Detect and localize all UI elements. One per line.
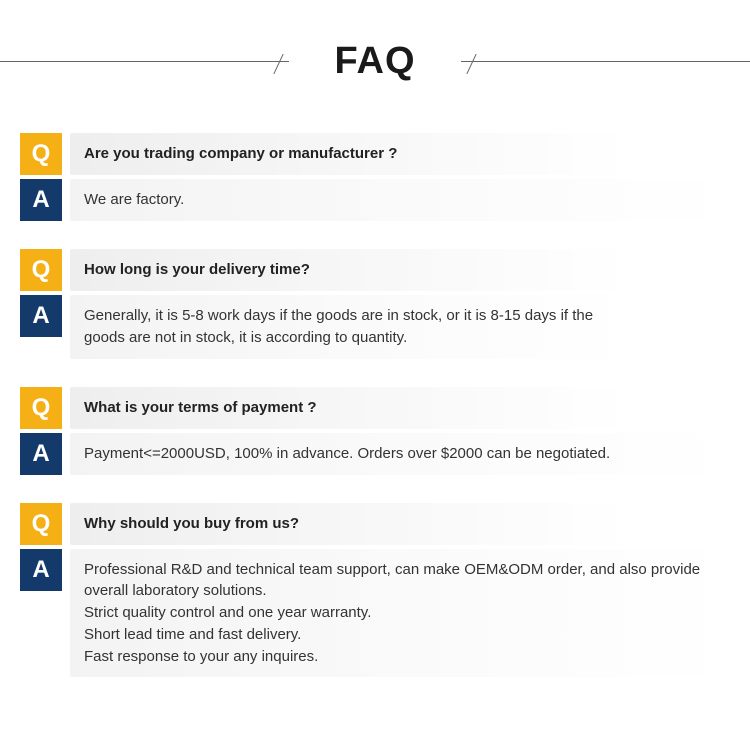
- question-row: Q How long is your delivery time?: [20, 249, 730, 291]
- answer-text: Payment<=2000USD, 100% in advance. Order…: [70, 433, 730, 475]
- a-badge: A: [20, 549, 62, 591]
- q-badge: Q: [20, 503, 62, 545]
- faq-item: Q What is your terms of payment ? A Paym…: [20, 387, 730, 475]
- answer-row: A Professional R&D and technical team su…: [20, 549, 730, 678]
- faq-list: Q Are you trading company or manufacture…: [0, 133, 750, 745]
- divider-left: [0, 61, 289, 62]
- page-title: FAQ: [289, 40, 460, 83]
- question-row: Q Why should you buy from us?: [20, 503, 730, 545]
- answer-row: A Payment<=2000USD, 100% in advance. Ord…: [20, 433, 730, 475]
- a-badge: A: [20, 295, 62, 337]
- question-row: Q What is your terms of payment ?: [20, 387, 730, 429]
- question-text: Are you trading company or manufacturer …: [70, 133, 630, 175]
- answer-row: A Generally, it is 5-8 work days if the …: [20, 295, 730, 359]
- a-badge: A: [20, 433, 62, 475]
- faq-title-section: FAQ: [0, 0, 750, 133]
- answer-text: Professional R&D and technical team supp…: [70, 549, 730, 678]
- answer-row: A We are factory.: [20, 179, 730, 221]
- question-row: Q Are you trading company or manufacture…: [20, 133, 730, 175]
- question-text: Why should you buy from us?: [70, 503, 630, 545]
- faq-item: Q How long is your delivery time? A Gene…: [20, 249, 730, 359]
- question-text: How long is your delivery time?: [70, 249, 630, 291]
- faq-item: Q Why should you buy from us? A Professi…: [20, 503, 730, 678]
- q-badge: Q: [20, 249, 62, 291]
- divider-right: [461, 61, 750, 62]
- answer-text: Generally, it is 5-8 work days if the go…: [70, 295, 630, 359]
- faq-item: Q Are you trading company or manufacture…: [20, 133, 730, 221]
- q-badge: Q: [20, 387, 62, 429]
- q-badge: Q: [20, 133, 62, 175]
- question-text: What is your terms of payment ?: [70, 387, 630, 429]
- answer-text: We are factory.: [70, 179, 730, 221]
- a-badge: A: [20, 179, 62, 221]
